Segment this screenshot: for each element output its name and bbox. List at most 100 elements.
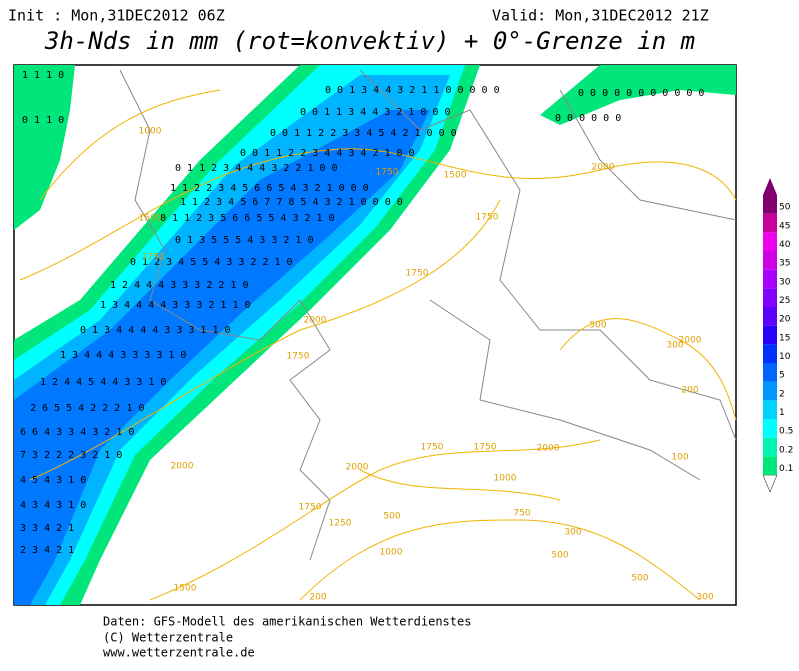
contour-label: 1000 xyxy=(139,127,162,137)
grid-values: 1 3 4 4 4 3 3 3 3 1 0 xyxy=(60,350,186,361)
contour-label: 1000 xyxy=(494,474,517,484)
contour-label: 2000 xyxy=(679,336,702,346)
colorbar-swatch xyxy=(763,437,777,457)
contour-label: 500 xyxy=(631,574,648,584)
colorbar-swatch xyxy=(763,251,777,270)
grid-values: 0 1 2 3 4 5 5 4 3 3 2 2 1 0 xyxy=(130,257,293,268)
colorbar-label: 15 xyxy=(779,333,790,343)
contour-label: 1500 xyxy=(444,171,467,181)
contour-label: 2000 xyxy=(537,444,560,454)
colorbar-label: 5 xyxy=(779,371,785,381)
grid-values: 2 3 4 2 1 xyxy=(20,545,74,556)
grid-values: 1 2 4 4 4 3 3 3 2 2 1 0 xyxy=(110,280,248,291)
contour-label: 1750 xyxy=(376,168,399,178)
colorbar-label: 25 xyxy=(779,296,790,306)
grid-values: 0 0 1 3 4 4 3 2 1 1 0 0 0 0 0 xyxy=(325,85,500,96)
colorbar-bottom xyxy=(762,474,778,493)
contour-label: 500 xyxy=(383,512,400,522)
grid-values: 7 3 2 2 2 3 2 1 0 xyxy=(20,450,122,461)
colorbar-swatch xyxy=(763,307,777,326)
precip-green-tr xyxy=(540,65,736,125)
colorbar-swatch xyxy=(763,400,777,419)
colorbar-label: 0.5 xyxy=(779,427,793,437)
precip-blue xyxy=(14,110,430,605)
contour-label: 300 xyxy=(696,593,713,603)
contour-label: 750 xyxy=(513,509,530,519)
contour-label: 1500 xyxy=(139,214,162,224)
contour-label: 200 xyxy=(681,386,698,396)
colorbar-swatch xyxy=(763,363,777,382)
map: 0 0 1 3 4 4 3 2 1 1 0 0 0 0 0 0 0 1 1 3 4… xyxy=(13,64,737,606)
contour-label: 2000 xyxy=(304,316,327,326)
freezing-level-contours xyxy=(19,89,737,601)
colorbar-label: 35 xyxy=(779,259,790,269)
footer-source: Daten: GFS-Modell des amerikanischen Wet… xyxy=(103,615,471,629)
grid-values: 1 1 2 3 4 5 6 7 7 8 5 4 3 2 1 0 0 0 0 xyxy=(180,197,403,208)
colorbar-label: 0.1 xyxy=(779,464,793,474)
valid-time: Valid: Mon,31DEC2012 21Z xyxy=(492,7,709,25)
colorbar-swatch xyxy=(763,456,777,475)
contour-label: 1000 xyxy=(380,548,403,558)
colorbar-label: 10 xyxy=(779,352,791,362)
colorbar-label: 50 xyxy=(779,203,791,213)
contour-label: 1500 xyxy=(174,584,197,594)
precip-green-tl xyxy=(14,65,75,230)
grid-values: 0 0 0 0 0 0 xyxy=(555,113,621,124)
grid-values: 0 1 1 2 3 5 6 6 5 5 4 3 2 1 0 xyxy=(160,213,335,224)
grid-values: 4 3 4 3 1 0 xyxy=(20,500,86,511)
grid-values: 6 6 4 3 3 4 3 2 1 0 xyxy=(20,427,134,438)
footer-url: www.wetterzentrale.de xyxy=(103,646,255,660)
grid-values: 3 3 4 2 1 xyxy=(20,523,74,534)
contour-label: 1750 xyxy=(299,503,322,513)
colorbar-swatch xyxy=(763,232,777,251)
colorbar-label: 2 xyxy=(779,389,785,399)
init-time: Init : Mon,31DEC2012 06Z xyxy=(8,7,225,25)
colorbar-swatch xyxy=(763,269,777,289)
contour-label: 1750 xyxy=(474,443,497,453)
colorbar-swatch xyxy=(763,419,777,438)
contour-label: 500 xyxy=(589,321,606,331)
contour-label: 500 xyxy=(551,551,568,561)
contour-label: 1750 xyxy=(406,269,429,279)
grid-values: 0 1 1 0 xyxy=(22,115,64,126)
footer-copyright: (C) Wetterzentrale xyxy=(103,631,233,645)
map-title: 3h-Nds in mm (rot=konvektiv) + 0°-Grenze… xyxy=(44,27,695,55)
colorbar-label: 1 xyxy=(779,408,785,418)
contour-label: 1750 xyxy=(287,352,310,362)
colorbar-label: 30 xyxy=(779,277,791,287)
contour-label: 300 xyxy=(666,341,683,351)
contour-label: 2000 xyxy=(346,463,369,473)
grid-values: 4 5 4 3 1 0 xyxy=(20,475,86,486)
colorbar-label: 40 xyxy=(779,240,791,250)
grid-values: 0 0 1 1 3 4 4 3 2 1 0 0 0 xyxy=(300,107,451,118)
contour-label: 1750 xyxy=(421,443,444,453)
colorbar-swatch xyxy=(763,213,777,233)
colorbar-swatch xyxy=(763,325,777,345)
colorbar-top xyxy=(763,178,777,195)
grid-values: 1 3 4 4 4 4 3 3 3 2 1 1 0 xyxy=(100,300,251,311)
contour-label: 300 xyxy=(564,528,581,538)
grid-values: 1 1 2 2 3 4 5 6 6 5 4 3 2 1 0 0 0 xyxy=(170,183,369,194)
colorbar-swatch xyxy=(763,344,777,363)
grid-values: 0 1 1 2 3 4 4 4 3 2 2 1 0 0 xyxy=(175,163,338,174)
grid-values: 2 6 5 5 4 2 2 2 1 0 xyxy=(30,403,144,414)
contour-label: 1250 xyxy=(329,519,352,529)
contour-label: 1750 xyxy=(476,213,499,223)
grid-values: 1 1 1 0 xyxy=(22,70,64,81)
colorbar-label: 20 xyxy=(779,315,791,325)
colorbar-swatch xyxy=(763,381,777,401)
grid-values: 1 2 4 4 5 4 4 3 3 1 0 xyxy=(40,377,166,388)
contour-label: 2000 xyxy=(592,163,615,173)
colorbar-label: 45 xyxy=(779,221,790,231)
grid-values: 0 1 3 5 5 5 4 3 3 2 1 0 xyxy=(175,235,313,246)
borders xyxy=(119,69,737,561)
contour-label: 2000 xyxy=(171,462,194,472)
contour-label: 1750 xyxy=(142,253,165,263)
grid-values: 0 0 0 0 0 0 0 0 0 0 0 xyxy=(578,88,704,99)
contour-label: 200 xyxy=(309,593,326,603)
colorbar-swatch xyxy=(763,288,777,307)
colorbar-swatch xyxy=(763,195,777,214)
grid-values: 0 1 3 4 4 4 4 3 3 3 1 1 0 xyxy=(80,325,231,336)
